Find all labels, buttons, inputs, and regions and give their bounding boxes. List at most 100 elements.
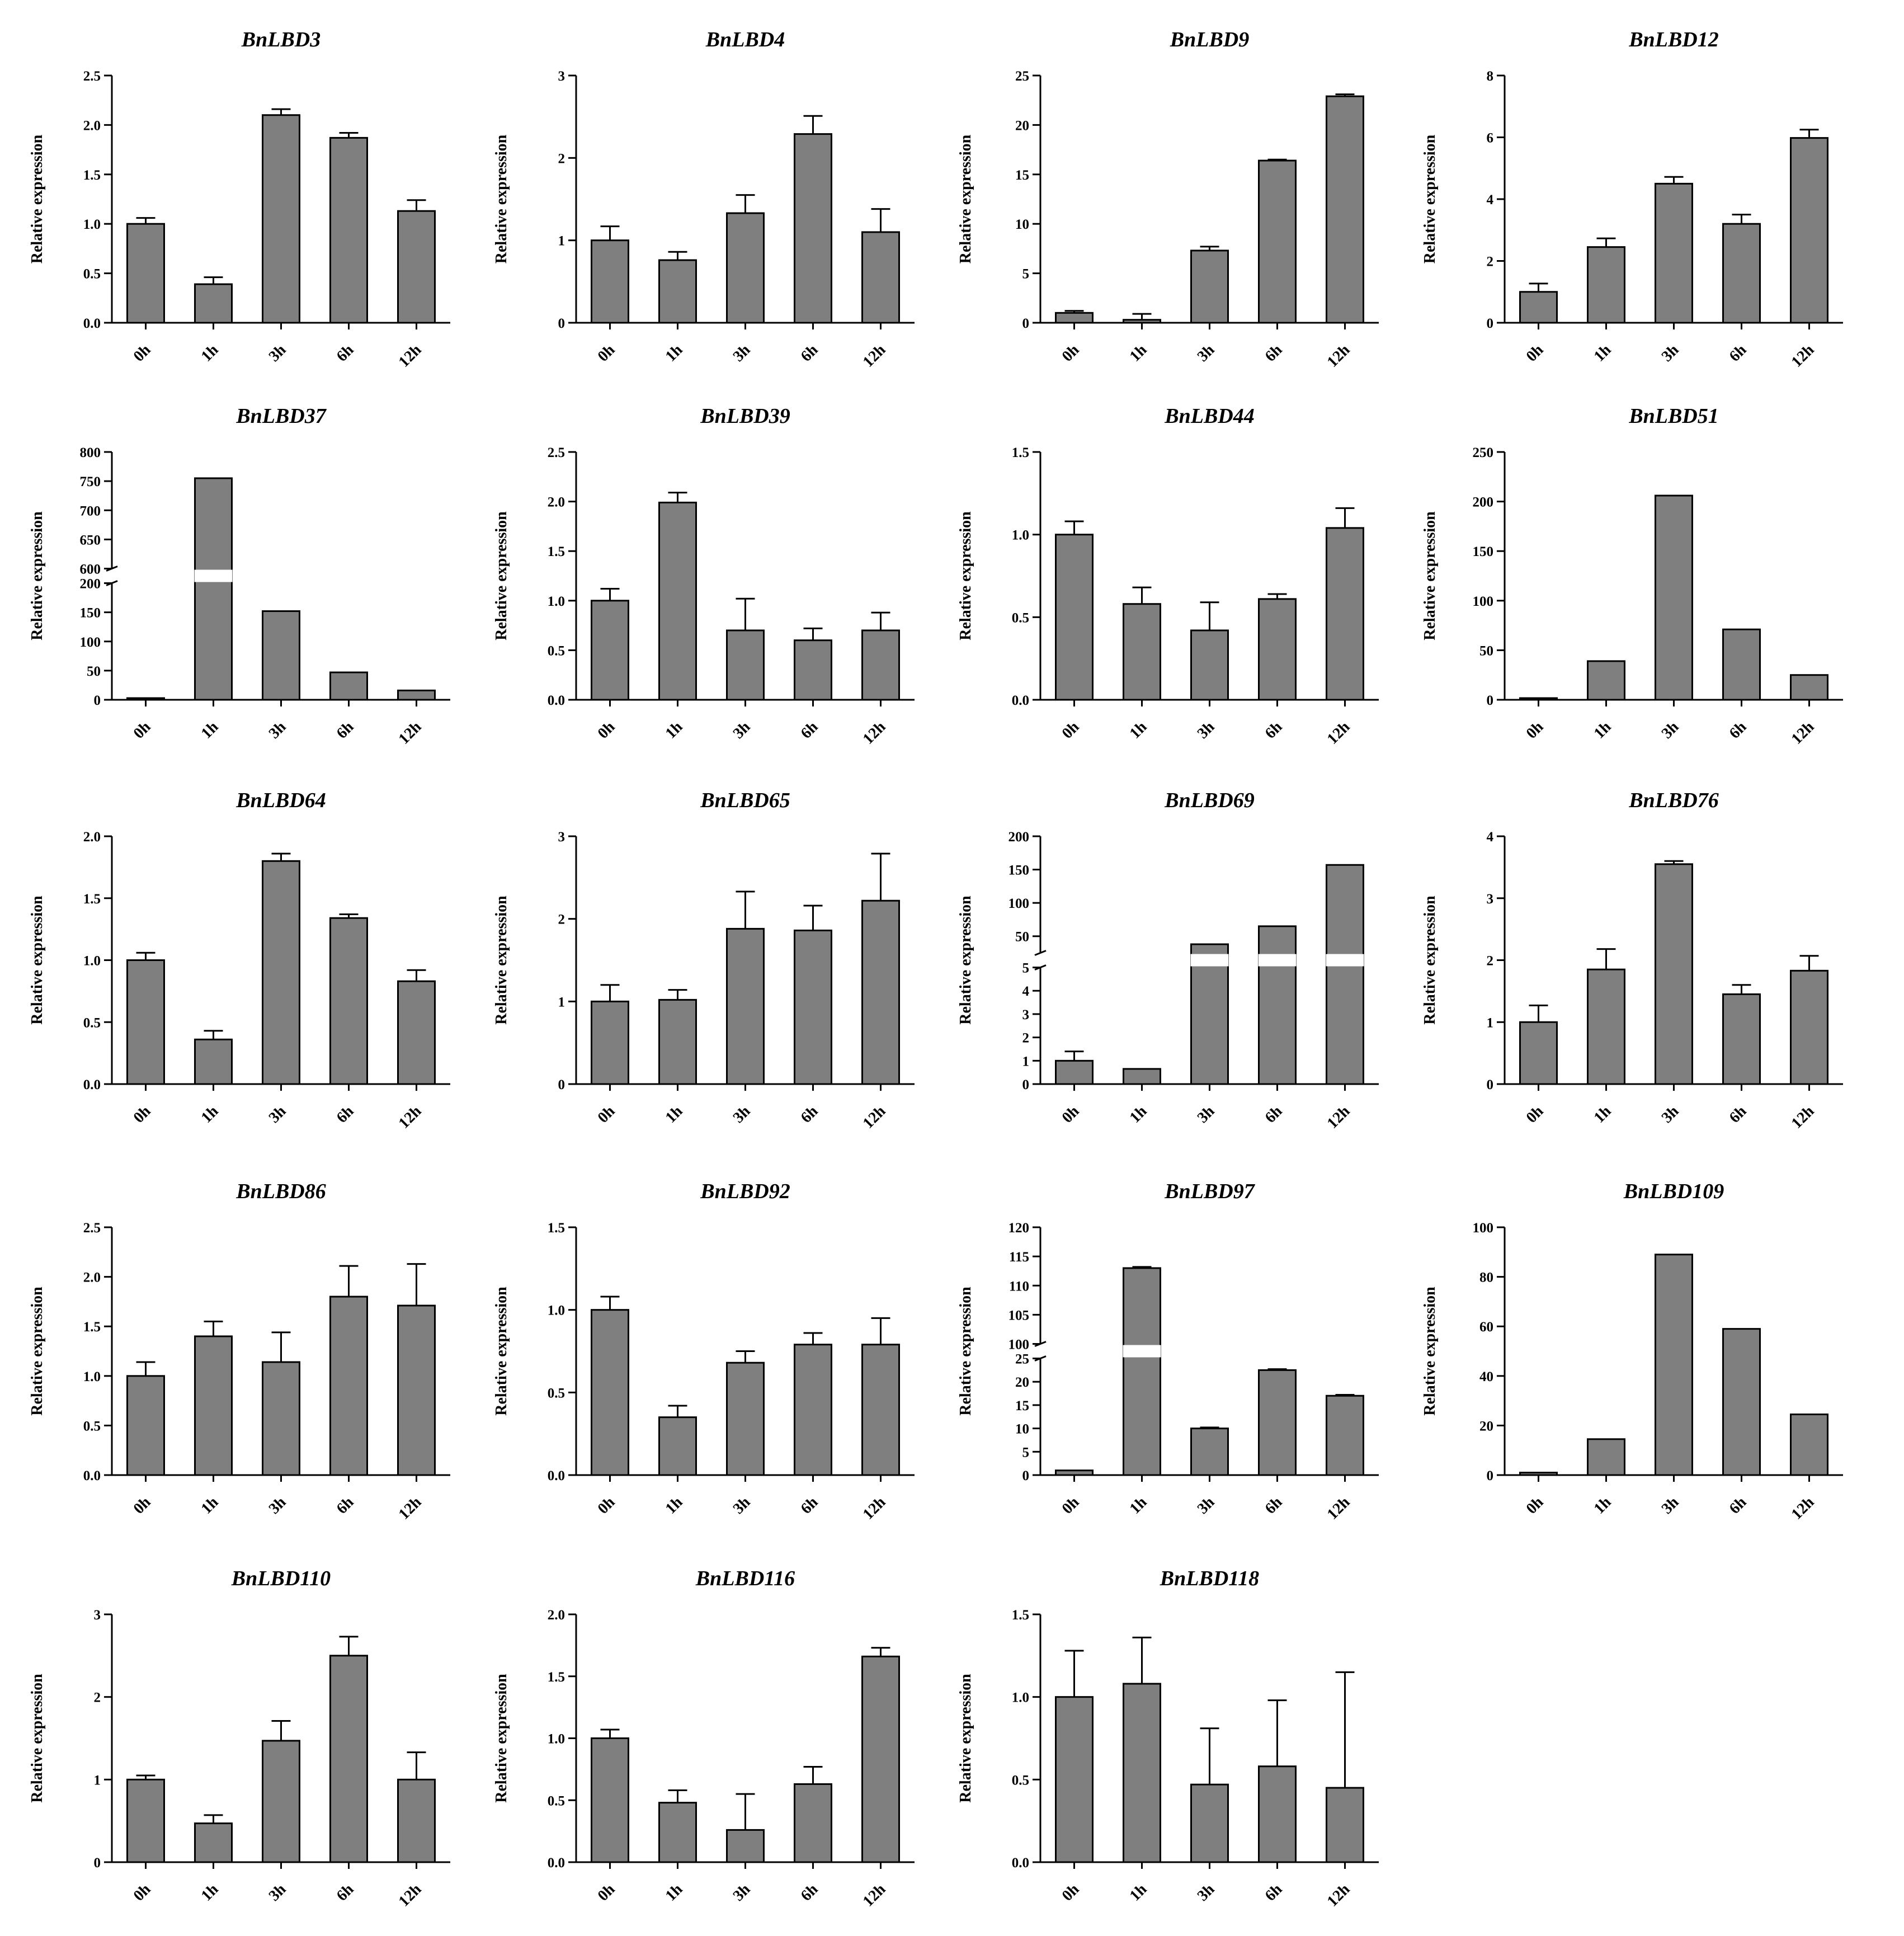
bar	[397, 980, 436, 1085]
x-tick-label: 6h	[333, 1494, 357, 1518]
x-tick-label: 6h	[333, 1103, 357, 1127]
y-axis-label: Relative expression	[957, 1674, 974, 1803]
y-tick-label: 2.0	[83, 830, 101, 845]
y-tick-label: 10	[1015, 217, 1029, 232]
chart-panel: BnLBD118 Relative expression 0.0 0.5 1.0 1.5 0…	[957, 1567, 1379, 1910]
x-tick-label: 3h	[730, 1494, 754, 1518]
chart-title: BnLBD51	[1628, 404, 1718, 428]
x-tick-label: 0h	[130, 1494, 154, 1518]
y-tick-label: 150	[80, 606, 101, 621]
x-tick-label: 1h	[1127, 1881, 1151, 1905]
x-tick-label: 0h	[1523, 1103, 1547, 1127]
y-tick-label: 650	[80, 533, 101, 548]
x-tick-label: 1h	[662, 341, 686, 365]
x-tick-label: 3h	[266, 1103, 290, 1127]
chart-panel: BnLBD12 Relative expression 0 2 4 6 8 0h 1h 3h 6h 1…	[1421, 28, 1843, 371]
bar	[397, 1304, 436, 1476]
y-tick-label: 1.5	[83, 892, 101, 907]
bar	[591, 1309, 629, 1476]
x-tick-label: 6h	[798, 718, 822, 742]
x-tick-label: 0h	[595, 1881, 619, 1905]
x-tick-label: 3h	[1194, 718, 1218, 742]
y-tick-label: 50	[1015, 930, 1029, 945]
y-tick-label: 1.5	[1012, 1608, 1029, 1623]
y-tick-label: 1.0	[1012, 1690, 1029, 1706]
bar	[1123, 603, 1161, 701]
y-tick-label: 2.5	[548, 445, 565, 460]
x-tick-label: 12h	[860, 341, 889, 371]
x-tick-label: 0h	[130, 1881, 154, 1905]
bar	[194, 283, 233, 324]
y-tick-label: 1.5	[548, 1221, 565, 1236]
chart-panel: BnLBD9 Relative expression 0 5 10 15 20 25 0h 1h 3…	[957, 28, 1379, 371]
x-tick-label: 6h	[1262, 341, 1286, 365]
bar	[329, 671, 368, 701]
x-tick-label: 1h	[1591, 1103, 1615, 1127]
x-tick-label: 6h	[798, 1881, 822, 1905]
bar	[726, 1829, 765, 1863]
bar	[397, 1778, 436, 1863]
y-tick-label: 200	[80, 577, 101, 592]
bar	[126, 223, 165, 324]
x-tick-label: 0h	[130, 341, 154, 365]
y-tick-label: 0.0	[548, 1855, 565, 1871]
y-tick-label: 0	[558, 316, 565, 331]
y-tick-label: 0	[558, 1077, 565, 1092]
bar	[591, 239, 629, 324]
y-tick-label: 20	[1479, 1419, 1493, 1434]
chart-title: BnLBD12	[1628, 28, 1718, 51]
x-tick-label: 6h	[1262, 1494, 1286, 1518]
y-axis-label: Relative expression	[493, 1287, 510, 1416]
bar	[1258, 598, 1297, 701]
y-tick-label: 25	[1015, 1352, 1029, 1367]
x-tick-label: 6h	[1726, 718, 1750, 742]
x-tick-label: 3h	[266, 1881, 290, 1905]
y-tick-label: 2.0	[548, 1608, 565, 1623]
y-tick-label: 4	[1487, 192, 1494, 208]
x-tick-label: 3h	[266, 341, 290, 365]
x-tick-label: 6h	[333, 1881, 357, 1905]
bar	[861, 1344, 900, 1476]
y-tick-label: 1.5	[548, 544, 565, 559]
chart-title: BnLBD92	[700, 1180, 790, 1203]
x-tick-label: 1h	[198, 341, 222, 365]
y-axis-label: Relative expression	[29, 896, 46, 1025]
bar	[397, 210, 436, 324]
chart-panel: BnLBD51 Relative expression 0 50 100 150 200 25…	[1421, 404, 1843, 748]
bar	[794, 639, 832, 701]
x-tick-label: 0h	[595, 1103, 619, 1127]
y-tick-label: 1.0	[83, 1369, 101, 1384]
y-tick-label: 2.0	[83, 1270, 101, 1285]
y-tick-label: 1.0	[83, 217, 101, 232]
bar	[794, 1344, 832, 1476]
chart-panel: BnLBD44 Relative expression 0.0 0.5 1.0 1.5 0h…	[957, 404, 1379, 748]
chart-panel: BnLBD86 Relative expression 0.0 0.5 1.0 1.5 2.…	[29, 1180, 450, 1523]
bar	[1258, 1765, 1297, 1863]
bar	[1790, 969, 1828, 1085]
y-tick-label: 1.0	[548, 1303, 565, 1318]
bar-break-gap	[1190, 954, 1229, 967]
bar	[329, 1655, 368, 1863]
bar	[1790, 137, 1828, 324]
y-tick-label: 0	[1022, 316, 1030, 331]
y-tick-label: 1.0	[548, 1732, 565, 1747]
x-tick-label: 3h	[1194, 1494, 1218, 1518]
bar	[126, 1375, 165, 1476]
bar	[861, 231, 900, 324]
x-tick-label: 0h	[1523, 718, 1547, 742]
chart-title: BnLBD39	[700, 404, 790, 428]
bar	[1123, 1683, 1161, 1863]
bar	[1190, 1428, 1229, 1476]
bar	[658, 259, 697, 324]
bar	[1055, 534, 1094, 701]
y-tick-label: 5	[1022, 1445, 1030, 1460]
y-tick-label: 150	[1473, 544, 1494, 559]
y-tick-label: 2	[1487, 954, 1494, 969]
x-tick-label: 6h	[798, 1103, 822, 1127]
bar	[1190, 629, 1229, 701]
y-tick-label: 700	[80, 503, 101, 519]
x-tick-label: 1h	[1591, 341, 1615, 365]
chart-panel: BnLBD39 Relative expression 0.0 0.5 1.0 1.5 2.…	[493, 404, 915, 748]
y-tick-label: 5	[1022, 961, 1030, 976]
